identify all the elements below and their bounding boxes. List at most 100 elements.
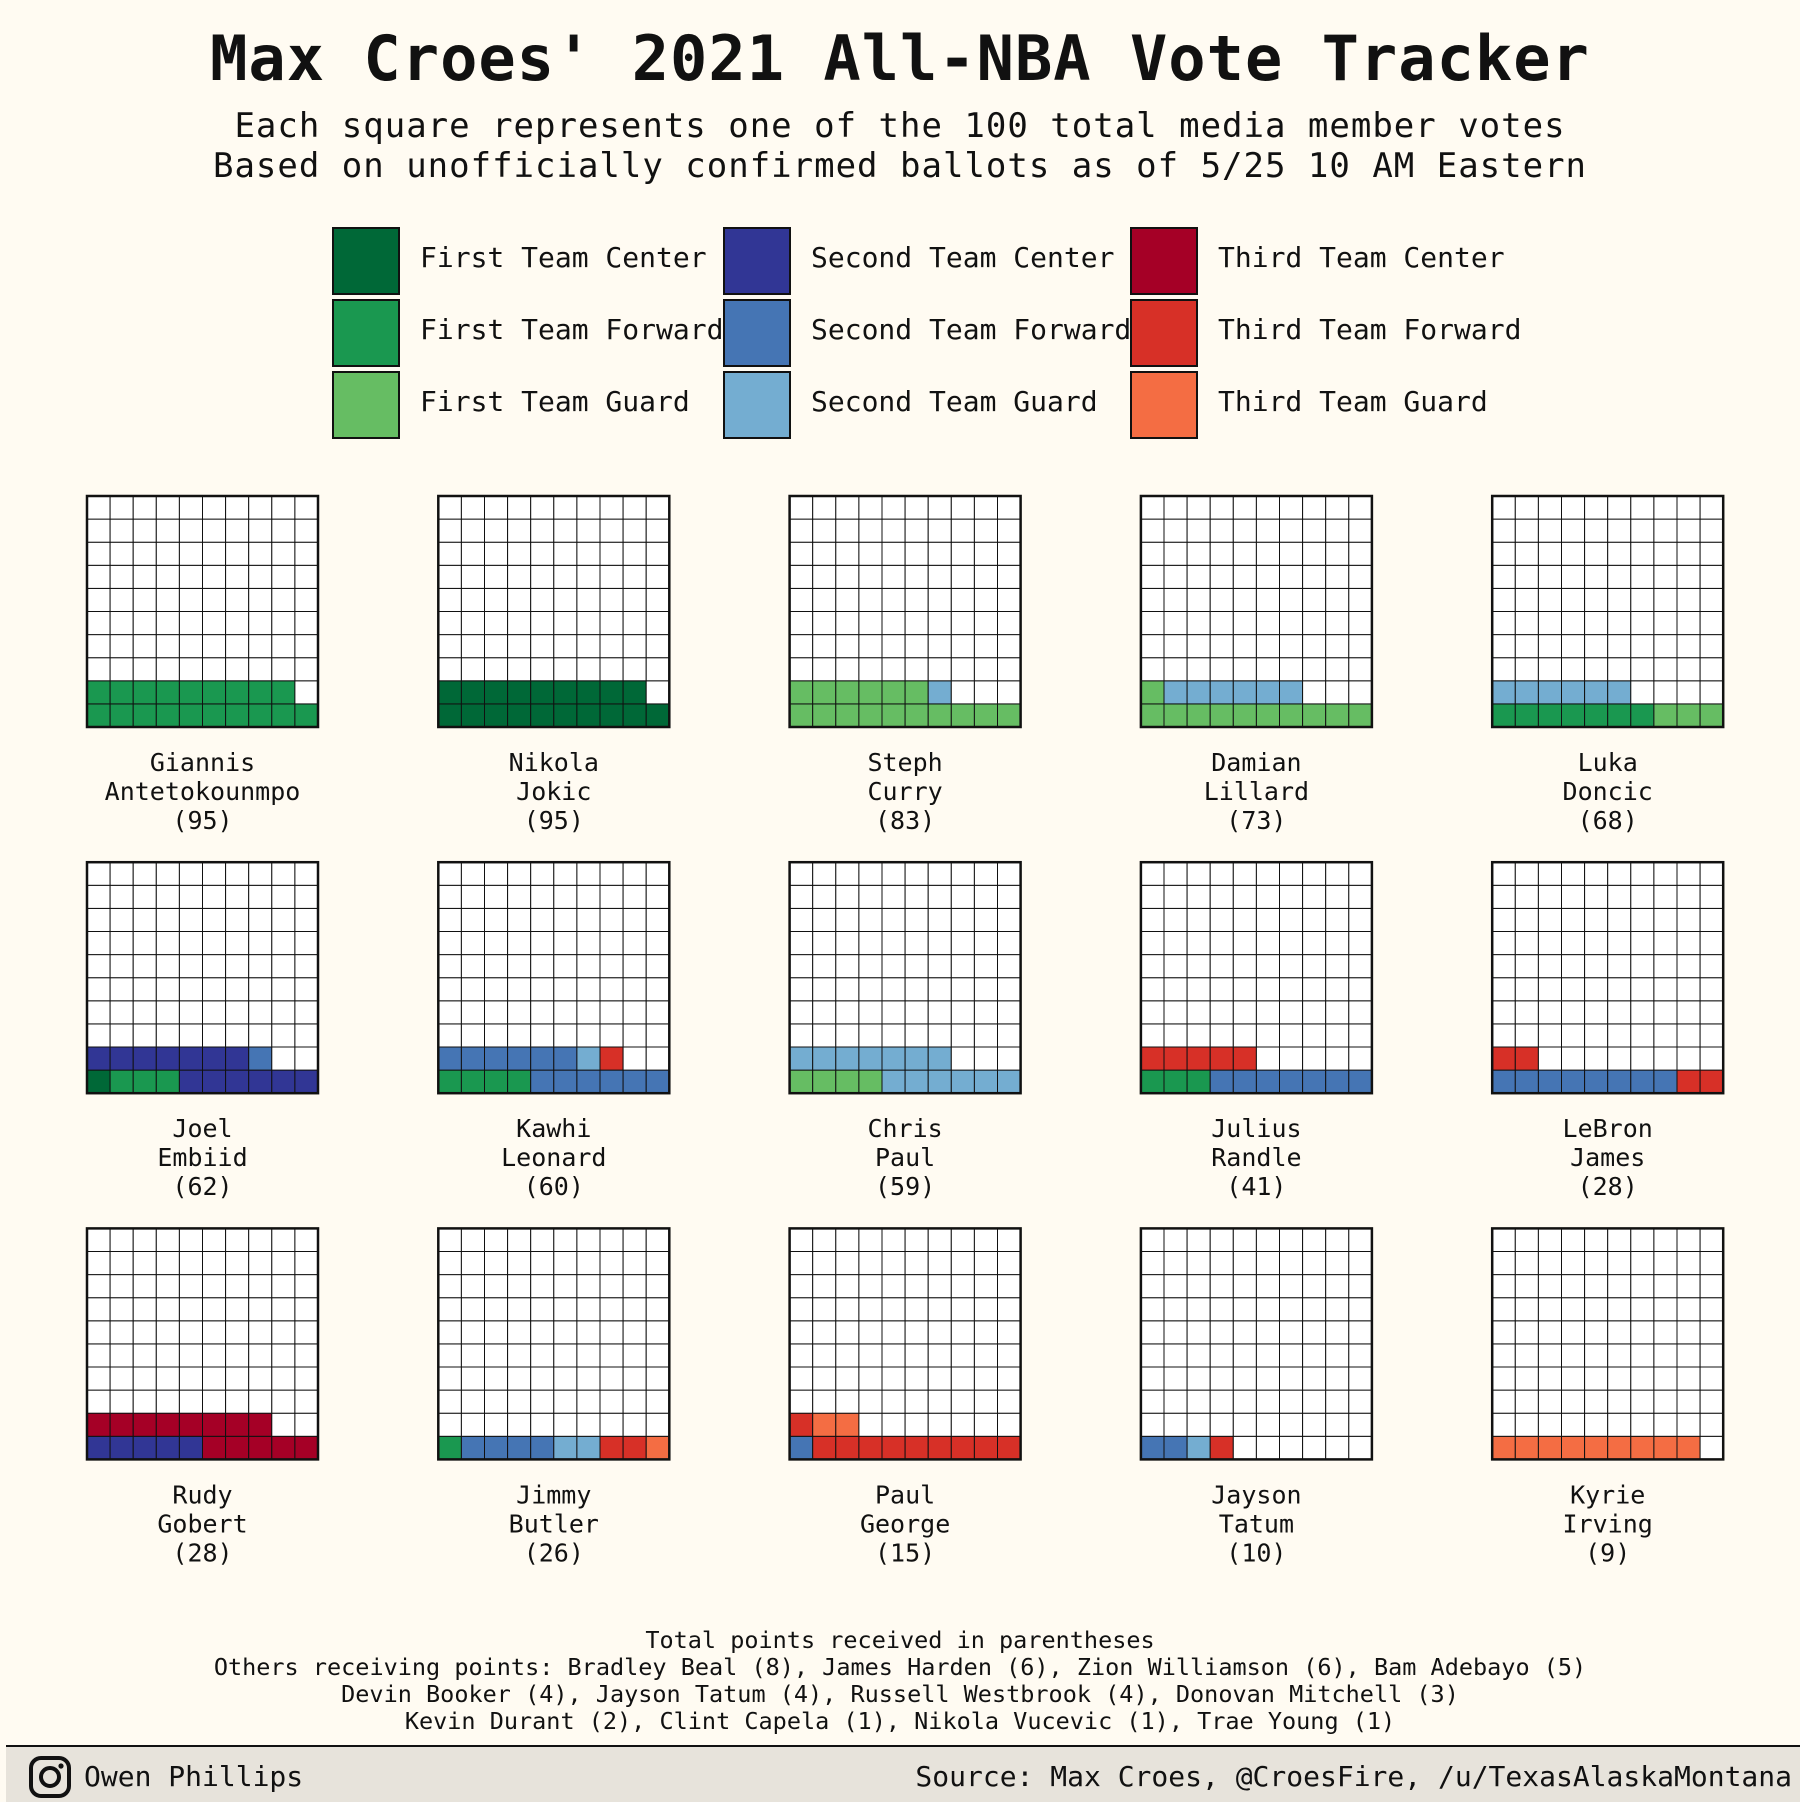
empty-square (835, 1251, 860, 1276)
vote-square (1140, 1046, 1165, 1071)
empty-square (835, 1320, 860, 1345)
empty-square (1584, 634, 1609, 659)
empty-square (1630, 931, 1655, 956)
vote-square (1348, 1069, 1373, 1094)
empty-square (622, 1366, 647, 1391)
empty-square (1140, 1227, 1165, 1253)
empty-square (950, 861, 975, 886)
empty-square (927, 1343, 952, 1368)
empty-square (1163, 907, 1188, 933)
empty-square (835, 587, 860, 613)
empty-square (1302, 495, 1327, 520)
empty-square (789, 884, 814, 909)
empty-square (1255, 1389, 1281, 1414)
empty-square (1676, 587, 1701, 613)
empty-square (1514, 1274, 1539, 1299)
empty-square (271, 541, 296, 566)
empty-square (904, 907, 929, 933)
empty-square (599, 1274, 624, 1299)
empty-square (576, 634, 601, 659)
empty-square (1514, 1251, 1539, 1276)
empty-square (1348, 1227, 1373, 1253)
empty-square (858, 1227, 883, 1253)
empty-square (576, 1343, 601, 1368)
empty-square (997, 611, 1022, 636)
empty-square (1140, 1251, 1165, 1276)
player-last-name: Doncic (1563, 777, 1653, 806)
empty-square (202, 611, 227, 636)
empty-square (1140, 611, 1165, 636)
empty-square (86, 884, 111, 909)
empty-square (294, 518, 319, 543)
empty-square (789, 1023, 814, 1048)
empty-square (1584, 495, 1609, 520)
empty-square (1255, 564, 1281, 589)
empty-square (1630, 541, 1655, 566)
empty-square (155, 1251, 180, 1276)
empty-square (271, 1227, 296, 1253)
empty-square (225, 1227, 250, 1253)
empty-square (973, 1389, 999, 1414)
vote-square (904, 1069, 929, 1094)
vote-square (507, 1435, 532, 1460)
empty-square (622, 1389, 647, 1414)
empty-square (622, 931, 647, 956)
vote-square (858, 680, 883, 705)
empty-square (1186, 1251, 1211, 1276)
empty-square (132, 1389, 157, 1414)
empty-square (1561, 518, 1586, 543)
empty-square (530, 907, 555, 933)
empty-square (1163, 884, 1188, 909)
empty-square (484, 657, 509, 682)
empty-square (1325, 1227, 1350, 1253)
empty-square (1561, 1320, 1586, 1345)
empty-square (1653, 1046, 1678, 1071)
empty-square (294, 1000, 319, 1025)
empty-square (1491, 564, 1516, 589)
empty-square (1140, 954, 1165, 979)
empty-square (202, 541, 227, 566)
empty-square (1630, 611, 1655, 636)
empty-square (1302, 1274, 1327, 1299)
empty-square (178, 634, 203, 659)
empty-square (1584, 657, 1609, 682)
vote-square (1186, 1435, 1211, 1460)
vote-square (881, 1069, 906, 1094)
empty-square (973, 1227, 999, 1253)
empty-square (904, 1227, 929, 1253)
empty-square (1630, 1251, 1655, 1276)
empty-square (904, 977, 929, 1002)
vote-square (1491, 1435, 1516, 1460)
empty-square (812, 1000, 837, 1025)
empty-square (1561, 564, 1586, 589)
empty-square (812, 657, 837, 682)
empty-square (1630, 680, 1655, 705)
empty-square (294, 1297, 319, 1322)
empty-square (178, 1366, 203, 1391)
empty-square (1630, 1000, 1655, 1025)
empty-square (997, 634, 1022, 659)
empty-square (1232, 977, 1257, 1002)
empty-square (155, 541, 180, 566)
vote-square (1514, 1046, 1539, 1071)
empty-square (437, 518, 462, 543)
vote-square (599, 1435, 624, 1460)
legend-swatch (1130, 299, 1198, 367)
vote-square (835, 680, 860, 705)
empty-square (997, 1412, 1022, 1437)
empty-square (973, 1297, 999, 1322)
empty-square (86, 1274, 111, 1299)
empty-square (645, 931, 670, 956)
empty-square (812, 954, 837, 979)
empty-square (1255, 541, 1281, 566)
empty-square (1302, 611, 1327, 636)
legend-label: Third Team Center (1218, 241, 1505, 274)
empty-square (1653, 657, 1678, 682)
empty-square (973, 884, 999, 909)
source-credit: Source: Max Croes, @CroesFire, /u/TexasA… (915, 1760, 1792, 1793)
empty-square (927, 931, 952, 956)
empty-square (507, 1227, 532, 1253)
empty-square (1676, 884, 1701, 909)
player-first-name: Jayson (1211, 1480, 1301, 1509)
empty-square (1653, 931, 1678, 956)
